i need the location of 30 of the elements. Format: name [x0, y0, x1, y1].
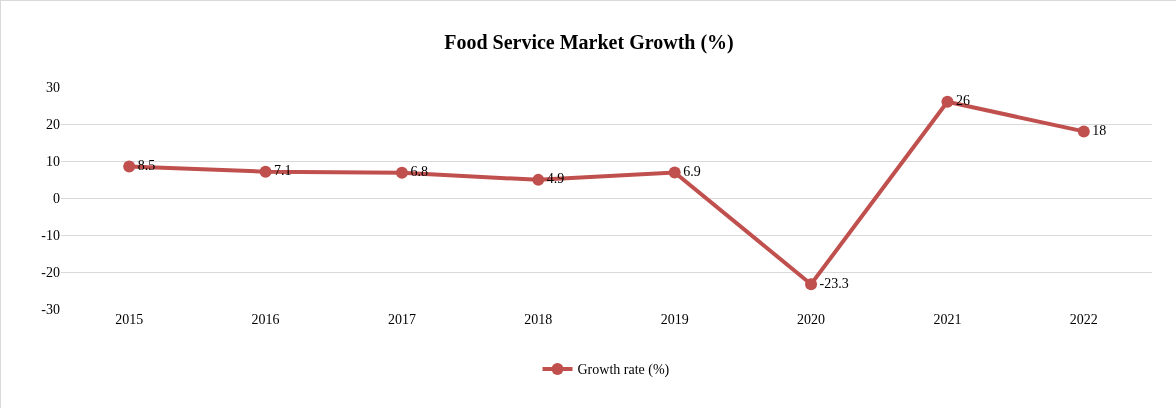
data-label: 6.9 [683, 163, 701, 179]
x-tick-label: 2018 [524, 312, 553, 327]
y-tick-label: -10 [41, 227, 60, 243]
data-label: 7.1 [274, 163, 292, 179]
x-tick-label: 2015 [115, 312, 144, 327]
data-label: 18 [1092, 122, 1107, 138]
x-tick-label: 2022 [1069, 312, 1098, 327]
data-label: -23.3 [819, 275, 849, 291]
x-tick-label: 2019 [660, 312, 689, 327]
x-tick-label: 2020 [797, 312, 826, 327]
point [259, 165, 272, 178]
point [395, 166, 408, 179]
x-tick-label: 2016 [251, 312, 280, 327]
y-tick-label: -30 [41, 301, 60, 317]
legend-label: Growth rate (%) [577, 362, 670, 379]
point [941, 95, 954, 108]
point [805, 278, 818, 291]
y-tick-label: 0 [53, 190, 60, 206]
point [668, 166, 681, 179]
y-tick-label: -20 [41, 264, 60, 280]
chart-title: Food Service Market Growth (%) [444, 30, 734, 54]
y-tick-label: 10 [46, 153, 60, 169]
point [123, 160, 136, 173]
x-tick-label: 2017 [387, 312, 416, 327]
point [532, 173, 545, 186]
data-label: 8.5 [137, 158, 156, 174]
x-tick-label: 2021 [933, 312, 962, 327]
y-tick-label: 20 [46, 116, 60, 132]
y-tick-label: 30 [46, 79, 60, 95]
point [1077, 125, 1090, 138]
